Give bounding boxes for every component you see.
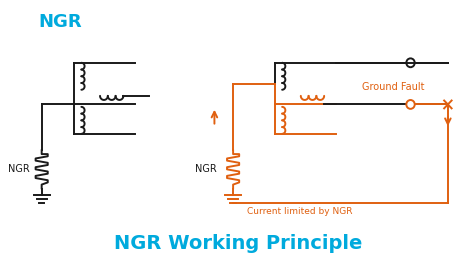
Text: NGR: NGR: [195, 164, 217, 174]
Text: Ground Fault: Ground Fault: [362, 82, 425, 92]
Text: Current limited by NGR: Current limited by NGR: [247, 207, 353, 216]
Text: NGR Working Principle: NGR Working Principle: [114, 234, 362, 253]
Text: NGR: NGR: [38, 13, 82, 31]
Text: NGR: NGR: [8, 164, 30, 174]
